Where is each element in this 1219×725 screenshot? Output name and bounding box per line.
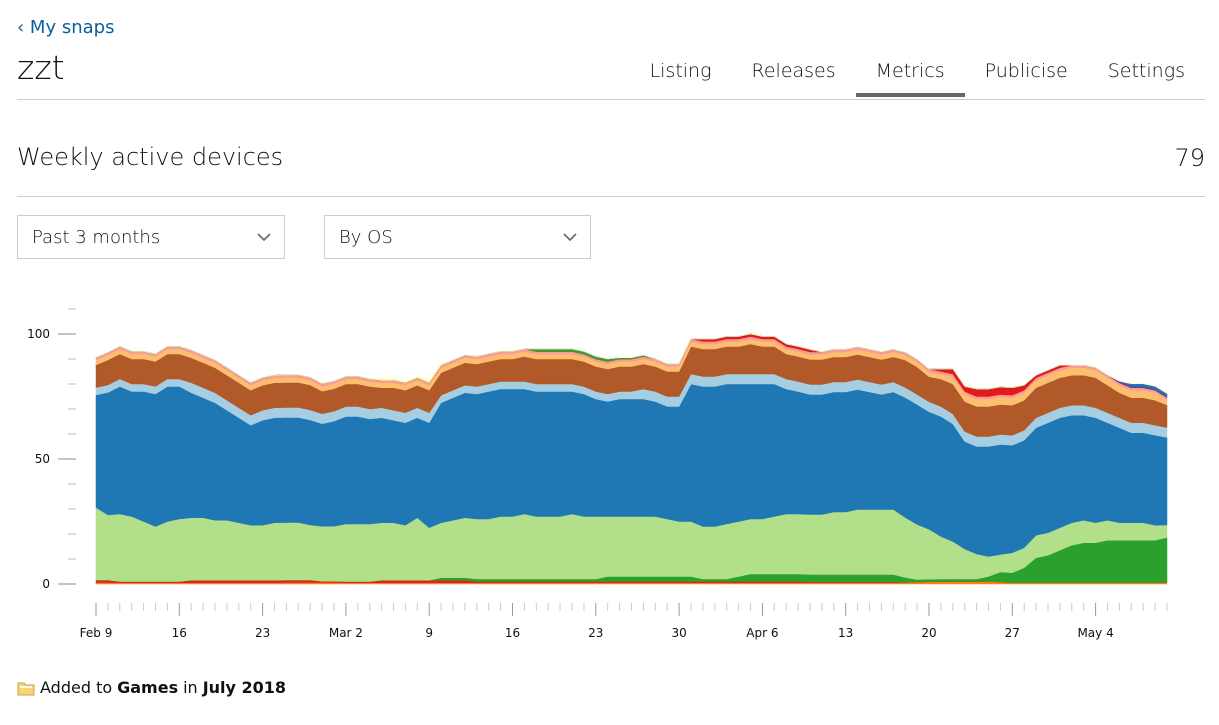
x-tick-label: May 4 [1077,626,1113,640]
footer-date: July 2018 [202,678,287,697]
y-tick-label: 0 [42,577,50,591]
x-tick-label: 23 [255,626,270,640]
y-tick-label: 100 [27,327,50,341]
back-to-my-snaps-link[interactable]: ‹ My snaps [17,17,115,38]
period-select[interactable]: Past 3 months [17,215,285,259]
breakdown-select[interactable]: By OS [324,215,591,259]
tab-publicise[interactable]: Publicise [984,60,1068,82]
x-tick-label: 23 [588,626,603,640]
snap-title: zzt [17,48,65,87]
x-tick-label: Apr 6 [746,626,778,640]
tab-navigation: Listing Releases Metrics Publicise Setti… [630,52,1205,97]
header-divider [17,99,1205,100]
chevron-down-icon [563,233,577,242]
x-tick-label: 30 [671,626,686,640]
active-devices-count: 79 [1174,144,1205,172]
x-tick-label: 9 [425,626,433,640]
breakdown-select-value: By OS [339,226,393,248]
category-link[interactable]: Games [117,678,179,697]
y-tick-label: 50 [35,452,50,466]
x-tick-label: Feb 9 [80,626,113,640]
tab-listing[interactable]: Listing [649,60,712,82]
x-tick-label: Mar 2 [329,626,363,640]
tab-metrics[interactable]: Metrics [855,52,965,97]
section-divider [17,196,1205,197]
period-select-value: Past 3 months [32,226,161,248]
footer-middle: in [183,678,198,697]
chevron-down-icon [257,233,271,242]
weekly-active-devices-chart: 0 50 100 Feb 9 16 23 Mar 2 9 16 23 30 Apr 6 13 20 27 Ma… [27,308,1168,640]
area-series-13 [95,333,1168,394]
section-title: Weekly active devices [17,143,284,171]
tab-settings[interactable]: Settings [1107,60,1185,82]
category-footer: Added to Games in July 2018 [17,678,286,697]
footer-prefix: Added to [40,678,113,697]
x-tick-label: 16 [505,626,520,640]
x-tick-label: 27 [1005,626,1020,640]
x-tick-label: 20 [921,626,936,640]
x-tick-label: 16 [172,626,187,640]
tab-releases[interactable]: Releases [751,60,836,82]
folder-icon [17,682,35,695]
x-tick-label: 13 [838,626,853,640]
